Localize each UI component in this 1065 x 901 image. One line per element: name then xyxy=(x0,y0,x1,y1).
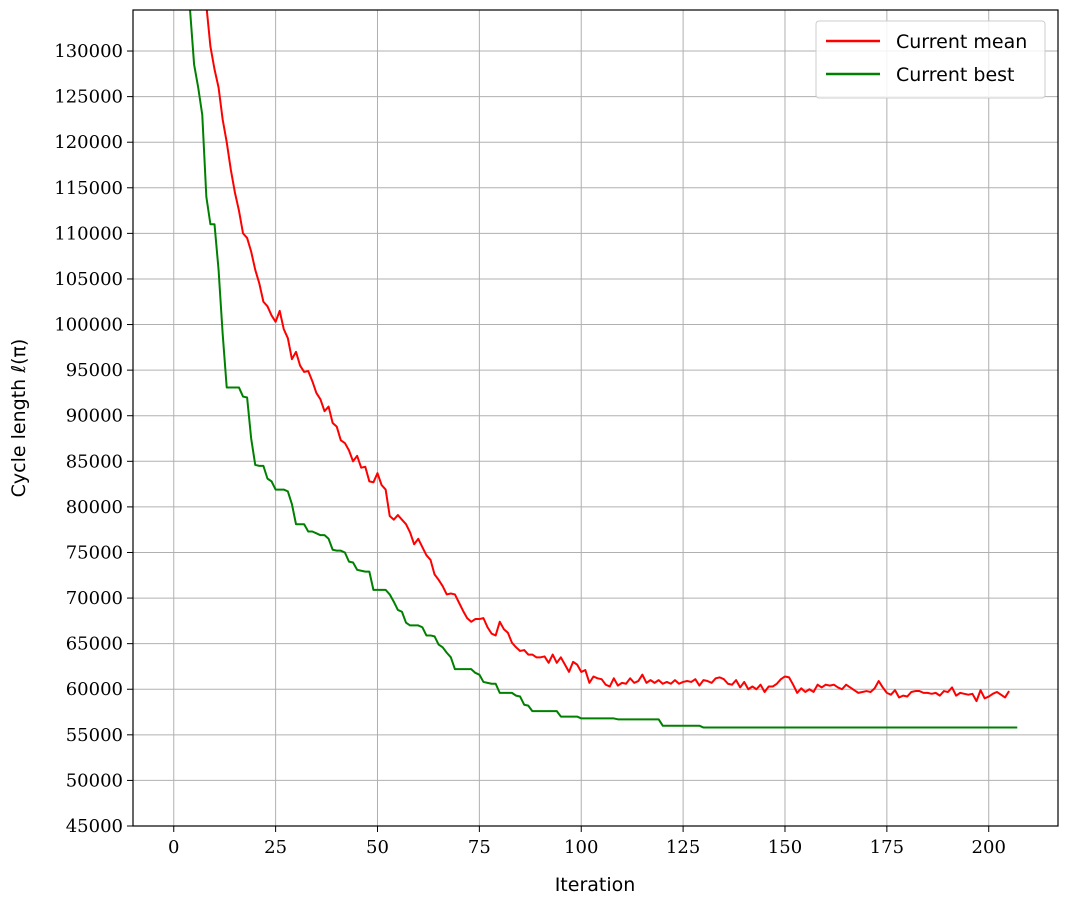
y-tick-label: 55000 xyxy=(66,725,123,746)
x-tick-label: 175 xyxy=(870,837,904,858)
x-tick-label: 125 xyxy=(666,837,700,858)
legend-label-current-mean: Current mean xyxy=(896,31,1027,53)
axis-ticks: 0 25 50 75 100 125 150 175 200 45000 50000 55000 600… xyxy=(54,41,1006,858)
plot-frame xyxy=(132,9,1059,827)
series-lines xyxy=(189,10,1018,729)
y-tick-label: 65000 xyxy=(66,634,123,655)
series-line-current-mean xyxy=(205,10,1010,703)
x-tick-label: 150 xyxy=(768,837,802,858)
y-tick-label: 80000 xyxy=(66,497,123,518)
y-tick-label: 60000 xyxy=(66,679,123,700)
legend: Current mean Current best xyxy=(815,20,1046,99)
y-tick-label: 85000 xyxy=(66,451,123,472)
y-tick-label: 45000 xyxy=(66,816,123,837)
y-tick-label: 50000 xyxy=(66,770,123,791)
grid xyxy=(133,10,1058,827)
y-tick-label: 90000 xyxy=(66,406,123,427)
series-line-current-best xyxy=(189,10,1018,729)
x-tick-label: 75 xyxy=(468,837,491,858)
y-tick-label: 95000 xyxy=(66,360,123,381)
x-tick-label: 200 xyxy=(972,837,1006,858)
y-axis-label: Cycle length ℓ(π) xyxy=(8,339,30,498)
y-tick-label: 115000 xyxy=(54,178,123,199)
y-tick-label: 100000 xyxy=(54,315,123,336)
y-tick-label: 130000 xyxy=(54,41,123,62)
x-tick-label: 50 xyxy=(366,837,389,858)
legend-label-current-best: Current best xyxy=(896,64,1015,86)
y-tick-label: 105000 xyxy=(54,269,123,290)
y-tick-label: 70000 xyxy=(66,588,123,609)
y-tick-label: 110000 xyxy=(54,223,123,244)
x-axis-label: Iteration xyxy=(555,874,636,896)
x-tick-label: 100 xyxy=(564,837,598,858)
y-tick-label: 120000 xyxy=(54,132,123,153)
x-tick-label: 25 xyxy=(264,837,287,858)
y-tick-label: 125000 xyxy=(54,87,123,108)
y-tick-label: 75000 xyxy=(66,542,123,563)
x-tick-label: 0 xyxy=(168,837,179,858)
